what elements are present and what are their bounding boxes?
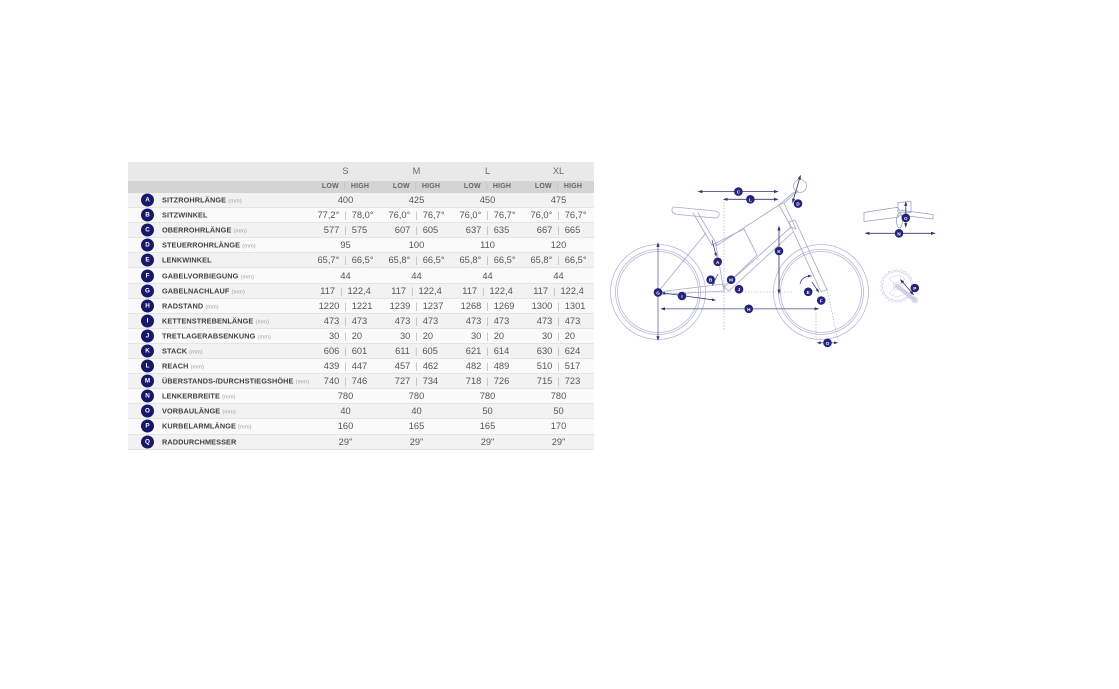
svg-text:M: M (729, 278, 733, 283)
svg-text:L: L (749, 197, 752, 202)
svg-text:P: P (913, 286, 916, 291)
svg-text:E: E (807, 290, 810, 295)
svg-text:O: O (826, 341, 830, 346)
svg-text:J: J (738, 287, 741, 292)
svg-text:F: F (820, 299, 823, 304)
svg-text:G: G (656, 290, 660, 295)
svg-text:I: I (681, 294, 682, 299)
svg-text:O: O (904, 216, 908, 221)
